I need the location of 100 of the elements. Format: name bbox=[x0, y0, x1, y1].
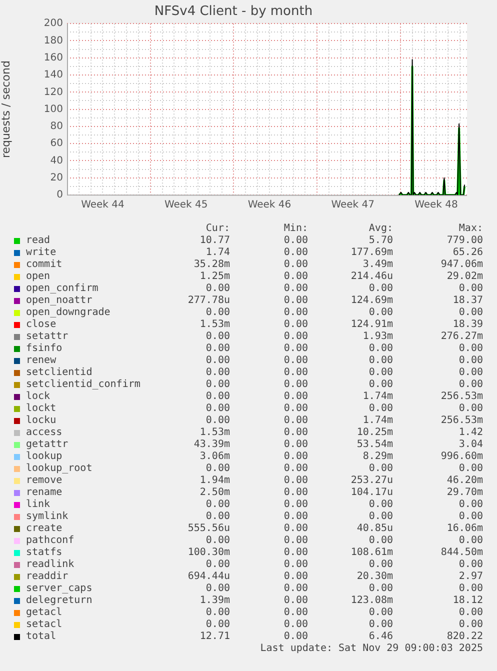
text: 0.00 bbox=[368, 559, 393, 571]
text: 104.17u bbox=[350, 487, 393, 499]
text: 820.22 bbox=[446, 631, 483, 643]
legend-label: setacl bbox=[26, 619, 62, 631]
text: 256.53m bbox=[440, 415, 483, 427]
y-tick-label: 40 bbox=[50, 155, 63, 166]
text: 2.50m bbox=[200, 487, 230, 499]
text: 0.00 bbox=[368, 511, 393, 523]
legend-label: locku bbox=[26, 415, 56, 427]
legend-label: open_downgrade bbox=[26, 307, 110, 319]
text: 6.46 bbox=[368, 631, 393, 643]
text: 0.00 bbox=[206, 403, 230, 415]
text: 0.00 bbox=[206, 331, 230, 343]
text: 0.00 bbox=[284, 499, 308, 511]
legend-label: readlink bbox=[26, 559, 74, 571]
text: 29.02m bbox=[446, 271, 483, 283]
text: 0.00 bbox=[284, 547, 308, 559]
text: 0.00 bbox=[458, 535, 483, 547]
text: 0.00 bbox=[284, 271, 308, 283]
text: 43.39m bbox=[194, 439, 230, 451]
text: 0.00 bbox=[458, 355, 483, 367]
text: 0.00 bbox=[206, 415, 230, 427]
text: 1.93m bbox=[362, 331, 393, 343]
legend-label: lockt bbox=[26, 403, 56, 415]
text: 0.00 bbox=[206, 559, 230, 571]
legend-label: lock bbox=[26, 391, 50, 403]
legend-label: link bbox=[26, 499, 50, 511]
y-tick-label: 140 bbox=[44, 70, 63, 81]
text: 0.00 bbox=[368, 367, 393, 379]
text: 0.00 bbox=[458, 463, 483, 475]
text: 0.00 bbox=[368, 607, 393, 619]
text: 3.06m bbox=[200, 451, 230, 463]
text: 65.26 bbox=[452, 247, 483, 259]
text: 0.00 bbox=[284, 415, 308, 427]
text: 40.85u bbox=[356, 523, 393, 535]
y-tick-label: 200 bbox=[44, 18, 63, 30]
legend-label: open bbox=[26, 271, 50, 283]
text: 1.74 bbox=[206, 247, 230, 259]
y-tick-label: 120 bbox=[44, 86, 63, 98]
text: 1.53m bbox=[200, 427, 230, 439]
y-tick-label: 180 bbox=[44, 35, 63, 46]
legend-label: total bbox=[26, 631, 56, 643]
text: 0.00 bbox=[458, 559, 483, 571]
text: 0.00 bbox=[284, 487, 308, 499]
text: 0.00 bbox=[284, 331, 308, 343]
y-axis-title: requests / second bbox=[0, 60, 12, 158]
text: 100.30m bbox=[188, 547, 230, 559]
text: 0.00 bbox=[458, 499, 483, 511]
text: 0.00 bbox=[206, 463, 230, 475]
text: 35.28m bbox=[194, 259, 230, 271]
text: 0.00 bbox=[284, 355, 308, 367]
text: 0.00 bbox=[458, 583, 483, 595]
text: 0.00 bbox=[284, 451, 308, 463]
text: 996.60m bbox=[440, 451, 483, 463]
text: 0.00 bbox=[284, 307, 308, 319]
text: 0.00 bbox=[284, 523, 308, 535]
text: 20.30m bbox=[356, 571, 393, 583]
x-tick-label: Week 44 bbox=[81, 200, 124, 211]
y-tick-label: 100 bbox=[44, 104, 63, 115]
text: 0.00 bbox=[284, 439, 308, 451]
text: 0.00 bbox=[206, 619, 230, 631]
text: 1.74m bbox=[362, 415, 393, 427]
text: 0.00 bbox=[206, 343, 230, 355]
legend-label: symlink bbox=[26, 511, 68, 523]
text: 123.08m bbox=[350, 595, 393, 607]
text: 0.00 bbox=[284, 367, 308, 379]
text: 0.00 bbox=[368, 463, 393, 475]
text: 0.00 bbox=[368, 283, 393, 295]
text: 0.00 bbox=[458, 283, 483, 295]
text: 0.00 bbox=[284, 427, 308, 439]
text: 124.69m bbox=[350, 295, 393, 307]
text: 18.12 bbox=[452, 595, 483, 607]
text: Last update: Sat Nov 29 09:00:03 2025 bbox=[259, 643, 484, 655]
text: 53.54m bbox=[356, 439, 393, 451]
legend-label: write bbox=[26, 247, 56, 259]
text: 0.00 bbox=[206, 367, 230, 379]
legend-label: rename bbox=[26, 487, 62, 499]
text: 0.00 bbox=[206, 307, 230, 319]
text: 0.00 bbox=[284, 559, 308, 571]
text: 5.70 bbox=[368, 235, 393, 247]
text: 0.00 bbox=[368, 343, 393, 355]
text: 844.50m bbox=[440, 547, 483, 559]
text: 1.53m bbox=[200, 319, 230, 331]
legend-label: setattr bbox=[26, 331, 68, 343]
text: 0.00 bbox=[206, 283, 230, 295]
legend-label: read bbox=[26, 235, 50, 247]
text: Cur: bbox=[206, 223, 230, 235]
text: 0.00 bbox=[368, 379, 393, 391]
legend-label: setclientid_confirm bbox=[26, 379, 140, 391]
text: Avg: bbox=[368, 223, 393, 235]
legend-label: lookup_root bbox=[26, 463, 92, 475]
text: 0.00 bbox=[284, 475, 308, 487]
y-tick-label: 20 bbox=[50, 172, 63, 184]
x-tick-label: Week 45 bbox=[164, 200, 208, 211]
y-tick-label: 160 bbox=[44, 52, 63, 64]
text: 0.00 bbox=[206, 583, 230, 595]
legend-label: readdir bbox=[26, 571, 68, 583]
legend-label: delegreturn bbox=[26, 595, 92, 607]
text: 0.00 bbox=[206, 607, 230, 619]
legend-label: access bbox=[26, 427, 62, 439]
